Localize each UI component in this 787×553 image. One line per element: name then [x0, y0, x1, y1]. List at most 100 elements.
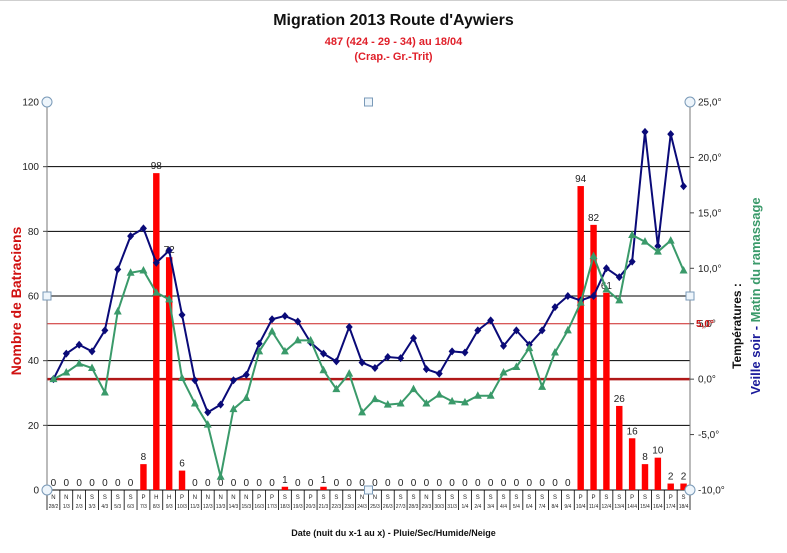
x-date-label: 17/3: [267, 504, 277, 510]
x-date-label: 12/4: [602, 504, 612, 510]
y2-tick-label: 5,0°: [698, 319, 716, 330]
x-weather-label: S: [514, 495, 518, 501]
triangle-marker: [615, 295, 624, 304]
diamond-marker: [332, 357, 340, 366]
y-tick-label: 0: [33, 486, 39, 497]
x-date-label: 22/3: [331, 504, 341, 510]
diamond-marker: [448, 347, 456, 356]
y-tick-label: 20: [28, 421, 40, 432]
diamond-marker: [62, 349, 70, 358]
x-date-label: 14/3: [229, 504, 239, 510]
y-tick-label: 60: [28, 292, 40, 303]
bar-value-label: 0: [565, 478, 571, 489]
diamond-marker: [229, 376, 237, 385]
y2-axis-title-line2: Veille soir - Matin du ramassage: [748, 197, 763, 394]
resize-handle[interactable]: [364, 485, 373, 495]
bar-value-label: 1: [282, 475, 288, 486]
triangle-marker: [602, 284, 611, 293]
bar-value-label: 26: [614, 394, 626, 405]
triangle-marker: [448, 396, 457, 405]
triangle-marker: [563, 325, 572, 334]
triangle-marker: [396, 399, 405, 407]
triangle-marker: [242, 393, 251, 401]
triangle-marker: [499, 367, 508, 376]
bar-value-label: 10: [652, 446, 664, 457]
x-weather-label: P: [141, 495, 145, 501]
bar: [577, 186, 584, 491]
y2-tick-label: 20,0°: [698, 153, 721, 164]
line-matin: [52, 233, 685, 477]
resize-handle[interactable]: [364, 97, 373, 107]
bar-value-label: 0: [436, 478, 442, 489]
triangle-marker: [75, 359, 84, 367]
x-weather-label: N: [373, 495, 377, 501]
y-tick-label: 80: [28, 227, 40, 238]
x-date-label: 21/3: [319, 504, 329, 510]
x-weather-label: P: [257, 495, 261, 501]
triangle-marker: [409, 384, 418, 393]
x-date-label: 23/3: [344, 504, 354, 510]
bar-value-label: 8: [642, 452, 648, 463]
x-weather-label: S: [566, 495, 570, 501]
y2-title-matin: Matin du ramassage: [748, 197, 763, 322]
y2-tick-label: 15,0°: [698, 208, 721, 219]
triangle-marker: [306, 335, 315, 344]
resize-handle[interactable]: [41, 484, 53, 496]
x-date-label: 6/3: [127, 504, 134, 510]
triangle-marker: [460, 397, 469, 406]
bar-value-label: 0: [462, 478, 468, 489]
resize-handle[interactable]: [41, 96, 53, 108]
diamond-marker: [268, 315, 276, 324]
resize-handle[interactable]: [42, 291, 52, 301]
diamond-marker: [564, 292, 572, 300]
bar-value-label: 0: [411, 478, 417, 489]
y-tick-label: 40: [28, 356, 40, 367]
diamond-marker: [217, 400, 225, 409]
x-weather-label: S: [489, 495, 493, 501]
window-top-border: [0, 0, 787, 1]
diamond-marker: [615, 273, 623, 282]
resize-handle[interactable]: [684, 484, 696, 496]
x-weather-label: S: [617, 495, 621, 501]
bar: [165, 257, 173, 490]
diamond-marker: [487, 316, 495, 325]
x-weather-label: S: [116, 495, 120, 501]
triangle-marker: [255, 346, 264, 355]
x-date-label: 2/3: [76, 504, 83, 510]
resize-handle[interactable]: [685, 291, 695, 301]
triangle-marker: [268, 326, 277, 335]
triangle-marker: [473, 391, 482, 399]
reference-line-label: 5,0°: [696, 319, 714, 330]
x-date-label: 3/4: [487, 504, 494, 510]
diamond-marker: [654, 242, 662, 251]
y2-tick-label: 0,0°: [698, 375, 716, 386]
diamond-marker: [191, 376, 199, 385]
bar-value-label: 0: [205, 478, 211, 489]
bar-value-label: 0: [501, 478, 507, 489]
triangle-marker: [165, 294, 174, 303]
x-weather-label: N: [244, 495, 248, 501]
diamond-marker: [435, 369, 443, 378]
bar-value-label: 16: [627, 426, 639, 437]
x-weather-label: P: [669, 495, 673, 501]
x-date-label: 1/4: [461, 504, 468, 510]
triangle-marker: [653, 247, 662, 255]
triangle-marker: [139, 266, 148, 274]
bar-value-label: 0: [256, 478, 262, 489]
bar-value-label: 0: [526, 478, 532, 489]
bar-value-label: 8: [141, 452, 147, 463]
triangle-marker: [435, 390, 444, 398]
diamond-marker: [590, 292, 598, 300]
x-date-label: 18/3: [280, 504, 290, 510]
resize-handle[interactable]: [684, 96, 696, 108]
diamond-marker: [551, 303, 559, 312]
x-date-label: 16/3: [254, 504, 264, 510]
x-weather-label: S: [90, 495, 94, 501]
x-date-label: 18/4: [679, 504, 689, 510]
bar-value-label: 0: [51, 478, 57, 489]
y-tick-label: 100: [22, 162, 39, 173]
x-date-label: 17/4: [666, 504, 676, 510]
bar: [140, 464, 147, 490]
triangle-marker: [190, 399, 199, 407]
